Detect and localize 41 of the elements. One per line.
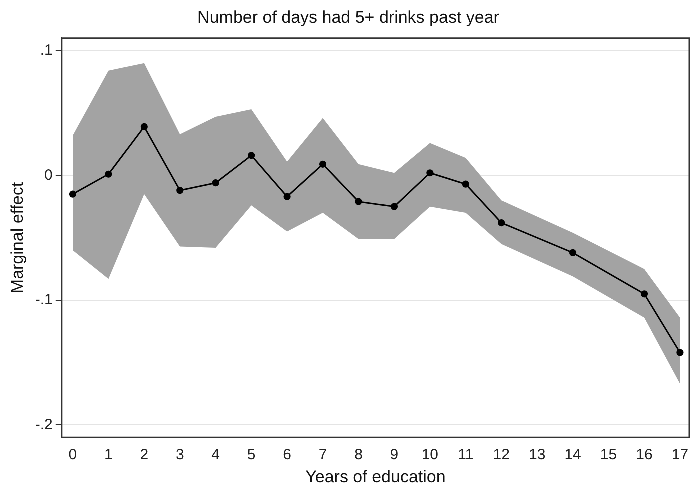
point bbox=[212, 180, 220, 187]
x-tick-label: 15 bbox=[600, 446, 618, 464]
x-tick-label: 8 bbox=[354, 446, 363, 464]
x-tick-label: 12 bbox=[493, 446, 510, 464]
point bbox=[676, 349, 684, 356]
point bbox=[570, 249, 577, 257]
x-tick-label: 3 bbox=[176, 446, 184, 464]
point bbox=[462, 180, 470, 188]
point bbox=[426, 170, 434, 177]
x-tick-label: 1 bbox=[104, 446, 113, 464]
x-axis-title: Years of education bbox=[306, 467, 446, 486]
x-tick-label: 11 bbox=[458, 446, 474, 464]
point bbox=[498, 219, 506, 227]
point bbox=[284, 193, 291, 200]
y-tick-label: 0 bbox=[44, 166, 53, 184]
y-tick-label: -.2 bbox=[35, 416, 53, 434]
x-tick-label: 10 bbox=[422, 446, 439, 464]
point bbox=[355, 198, 362, 206]
point bbox=[69, 190, 77, 198]
x-tick-label: 0 bbox=[68, 446, 78, 464]
y-axis-title: Marginal effect bbox=[8, 182, 27, 294]
point bbox=[176, 187, 184, 194]
x-tick-label: 7 bbox=[318, 446, 328, 464]
x-tick-label: 9 bbox=[390, 446, 399, 464]
point bbox=[640, 290, 648, 298]
x-tick-label: 13 bbox=[528, 446, 546, 464]
point bbox=[319, 160, 327, 168]
x-tick-label: 14 bbox=[564, 446, 582, 464]
x-tick-label: 4 bbox=[212, 446, 220, 464]
point bbox=[140, 123, 148, 131]
x-tick-label: 2 bbox=[140, 446, 149, 464]
x-tick-label: 5 bbox=[247, 446, 256, 464]
point bbox=[105, 170, 112, 178]
chart-title: Number of days had 5+ drinks past year bbox=[198, 8, 500, 27]
y-tick-label: .1 bbox=[40, 42, 53, 60]
point bbox=[390, 203, 398, 210]
x-tick-label: 6 bbox=[283, 446, 292, 464]
x-tick-label: 16 bbox=[636, 446, 653, 464]
y-tick-label: -.1 bbox=[35, 292, 53, 309]
x-tick-label: 17 bbox=[672, 446, 689, 464]
point bbox=[248, 152, 256, 160]
